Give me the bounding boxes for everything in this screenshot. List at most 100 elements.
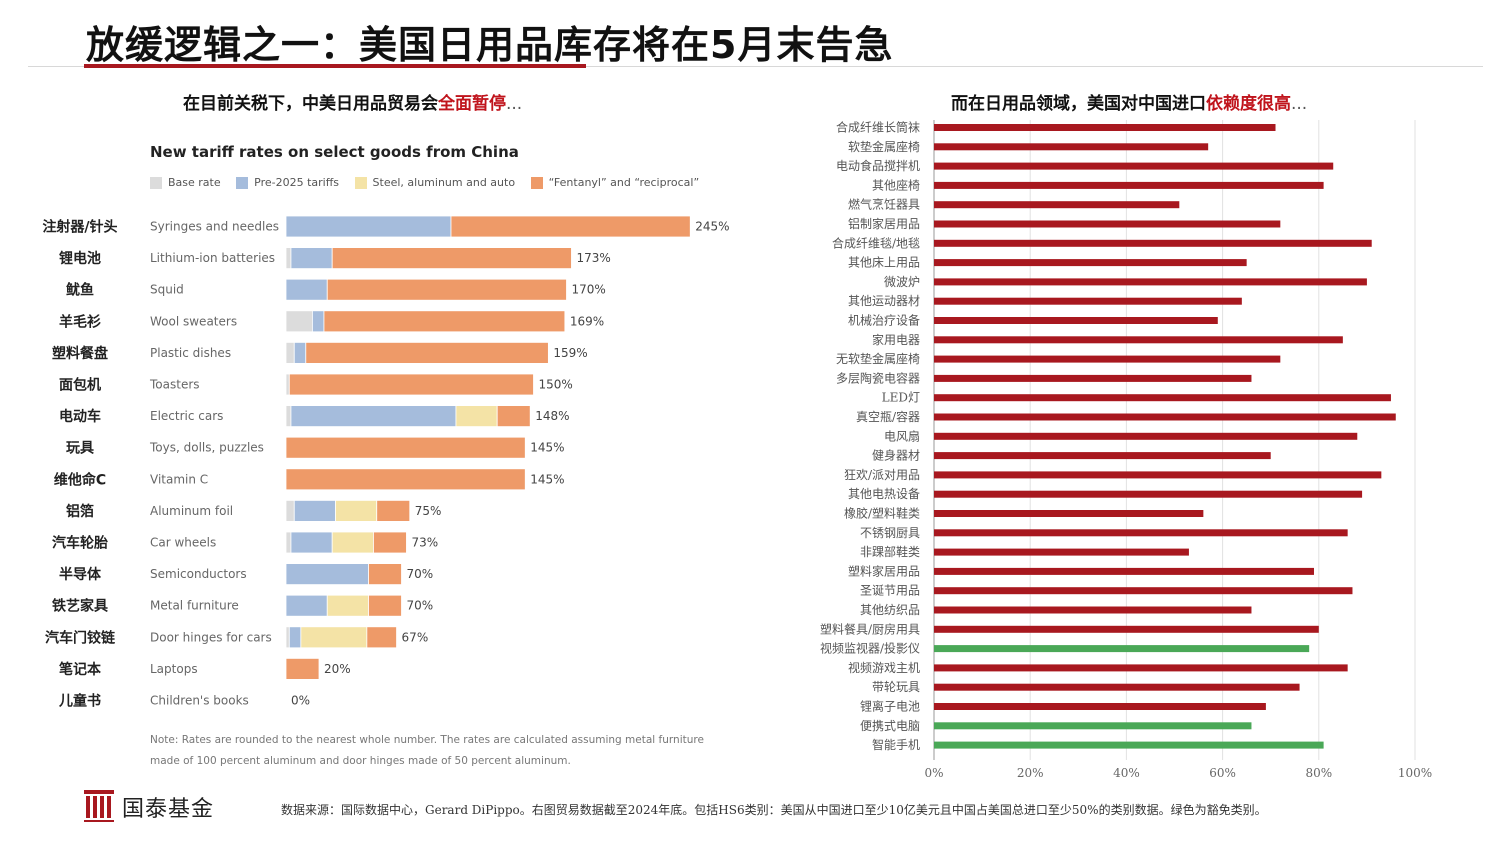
legend-item-base: Base rate [150,176,221,189]
tariff-bar-segment [300,626,368,649]
tariff-bar-segment [285,563,369,586]
dependency-chart-x-tick: 80% [1305,766,1332,780]
tariff-chart-category-label: Children's books [150,694,249,708]
tariff-bar-segment [368,594,402,617]
tariff-bar-segment [285,247,292,269]
dependency-chart-x-tick: 20% [1017,766,1044,780]
dependency-chart-x-tick: 60% [1209,766,1236,780]
note-line: made of 100 percent aluminum and door hi… [150,755,571,767]
tariff-chart-category-zh: 半导体 [59,566,102,583]
right-subtitle-main: 而在日用品领域，美国对中国进口 [951,94,1206,114]
right-subtitle: 而在日用品领域，美国对中国进口依赖度很高... [951,89,1307,114]
tariff-bar-segment [331,247,572,269]
tariff-chart-category-label: Syringes and needles [150,220,279,234]
tariff-total-label: 169% [570,314,604,328]
tariff-total-label: 75% [415,504,442,518]
note-line: Note: Rates are rounded to the nearest w… [150,734,704,746]
dependency-bar [934,220,1281,228]
dependency-bar [934,567,1314,575]
dependency-chart-category-label: 合成纤维长筒袜 [836,120,920,135]
dependency-chart-category-label: 软垫金属座椅 [848,139,920,154]
legend-item-pre2025: Pre-2025 tariffs [236,176,339,189]
tariff-chart-category-label: Lithium-ion batteries [150,251,275,265]
tariff-total-label: 173% [576,251,610,265]
tariff-chart-category-zh: 铝箔 [66,503,94,520]
logo-name: 国泰基金 [122,797,215,822]
tariff-bar-segment [293,341,307,364]
dependency-chart-category-label: 锂离子电池 [860,699,920,714]
dependency-chart-category-label: LED灯 [882,391,920,405]
dependency-bar [934,239,1372,247]
tariff-chart-title: New tariff rates on select goods from Ch… [150,143,519,161]
tariff-total-label: 245% [695,220,729,234]
tariff-bar-segment [290,531,333,554]
tariff-chart-note: Note: Rates are rounded to the nearest w… [150,730,704,772]
tariff-total-label: 159% [553,346,587,360]
tariff-chart-category-zh: 面包机 [59,377,101,394]
dependency-chart-category-label: 电动食品搅拌机 [836,158,920,173]
dependency-chart-category-label: 真空瓶/容器 [856,409,920,424]
dependency-chart-x-tick: 0% [924,766,943,780]
dependency-bar [934,124,1276,131]
dependency-bar [934,355,1281,363]
tariff-bar-segment [335,499,378,522]
dependency-chart-category-label: 智能手机 [872,737,920,752]
tariff-total-label: 20% [324,662,351,676]
dependency-bar [934,529,1348,537]
tariff-chart-category-zh: 铁艺家具 [52,598,108,615]
tariff-bar-segment [285,468,526,491]
dependency-bar [934,201,1180,209]
tariff-bar-segment [285,341,295,364]
tariff-total-label: 145% [530,441,564,455]
dependency-bar [934,548,1189,556]
dependency-bar [934,664,1348,672]
dependency-chart-category-label: 橡胶/塑料鞋类 [844,506,920,521]
dependency-chart-category-label: 非踝部鞋类 [860,544,920,559]
tariff-chart-category-zh: 鱿鱼 [66,282,94,299]
dependency-chart-category-label: 无软垫金属座椅 [836,351,920,366]
legend-label-fentanyl: “Fentanyl” and “reciprocal” [548,176,700,189]
tariff-bar-segment [311,310,325,333]
dependency-chart-category-label: 带轮玩具 [872,680,920,694]
legend-label-steel: Steel, aluminum and auto [372,176,516,189]
dependency-chart-category-label: 狂欢/派对用品 [844,467,920,482]
legend-item-fentanyl: “Fentanyl” and “reciprocal” [530,176,700,189]
tariff-bar-segment [290,405,457,428]
tariff-bar-segment [450,215,691,238]
legend-label-pre2025: Pre-2025 tariffs [254,176,340,189]
source-note: 数据来源：国际数据中心，Gerard DiPippo。右图贸易数据截至2024年… [281,803,1267,817]
tariff-bar-segment [376,499,411,522]
tariff-bar-segment [290,247,333,269]
tariff-chart-category-label: Toasters [149,378,200,392]
tariff-bar-segment [285,531,292,554]
dependency-chart-category-label: 微波炉 [884,275,920,289]
tariff-bar-segment [285,310,313,333]
tariff-chart-category-zh: 笔记本 [59,661,102,678]
tariff-chart-category-label: Plastic dishes [150,346,231,360]
dependency-chart-category-label: 其他床上用品 [848,256,920,270]
tariff-bar-segment [288,373,534,396]
tariff-chart-category-zh: 汽车门铰链 [45,629,116,646]
tariff-bar-segment [285,657,320,680]
tariff-chart-category-label: Metal furniture [150,599,239,613]
tariff-chart-category-zh: 锂电池 [59,250,101,267]
exempt-dependency-bar [934,741,1324,749]
dependency-bar [934,703,1266,710]
tariff-chart-category-label: Vitamin C [150,472,208,486]
dependency-chart-category-label: 机械治疗设备 [848,313,920,328]
tariff-chart-category-zh: 玩具 [66,441,94,457]
dependency-chart-category-label: 燃气烹饪器具 [848,197,920,212]
dependency-bar [934,374,1252,382]
tariff-chart-category-label: Electric cars [150,409,223,423]
dependency-bar [934,432,1358,440]
dependency-chart-category-label: 电风扇 [884,428,920,443]
dependency-chart-category-label: 其他纺织品 [860,603,920,617]
dependency-chart-category-label: 视频游戏主机 [848,660,920,675]
tariff-bar-segment [368,563,402,586]
tariff-total-label: 70% [407,567,434,581]
dependency-bar [934,394,1391,402]
dependency-bar [934,490,1363,498]
right-subtitle-tail: ... [1291,94,1308,114]
tariff-bar-segment [305,341,549,364]
page-title: 放缓逻辑之一：美国日用品库存将在5月末告急 [86,23,894,67]
